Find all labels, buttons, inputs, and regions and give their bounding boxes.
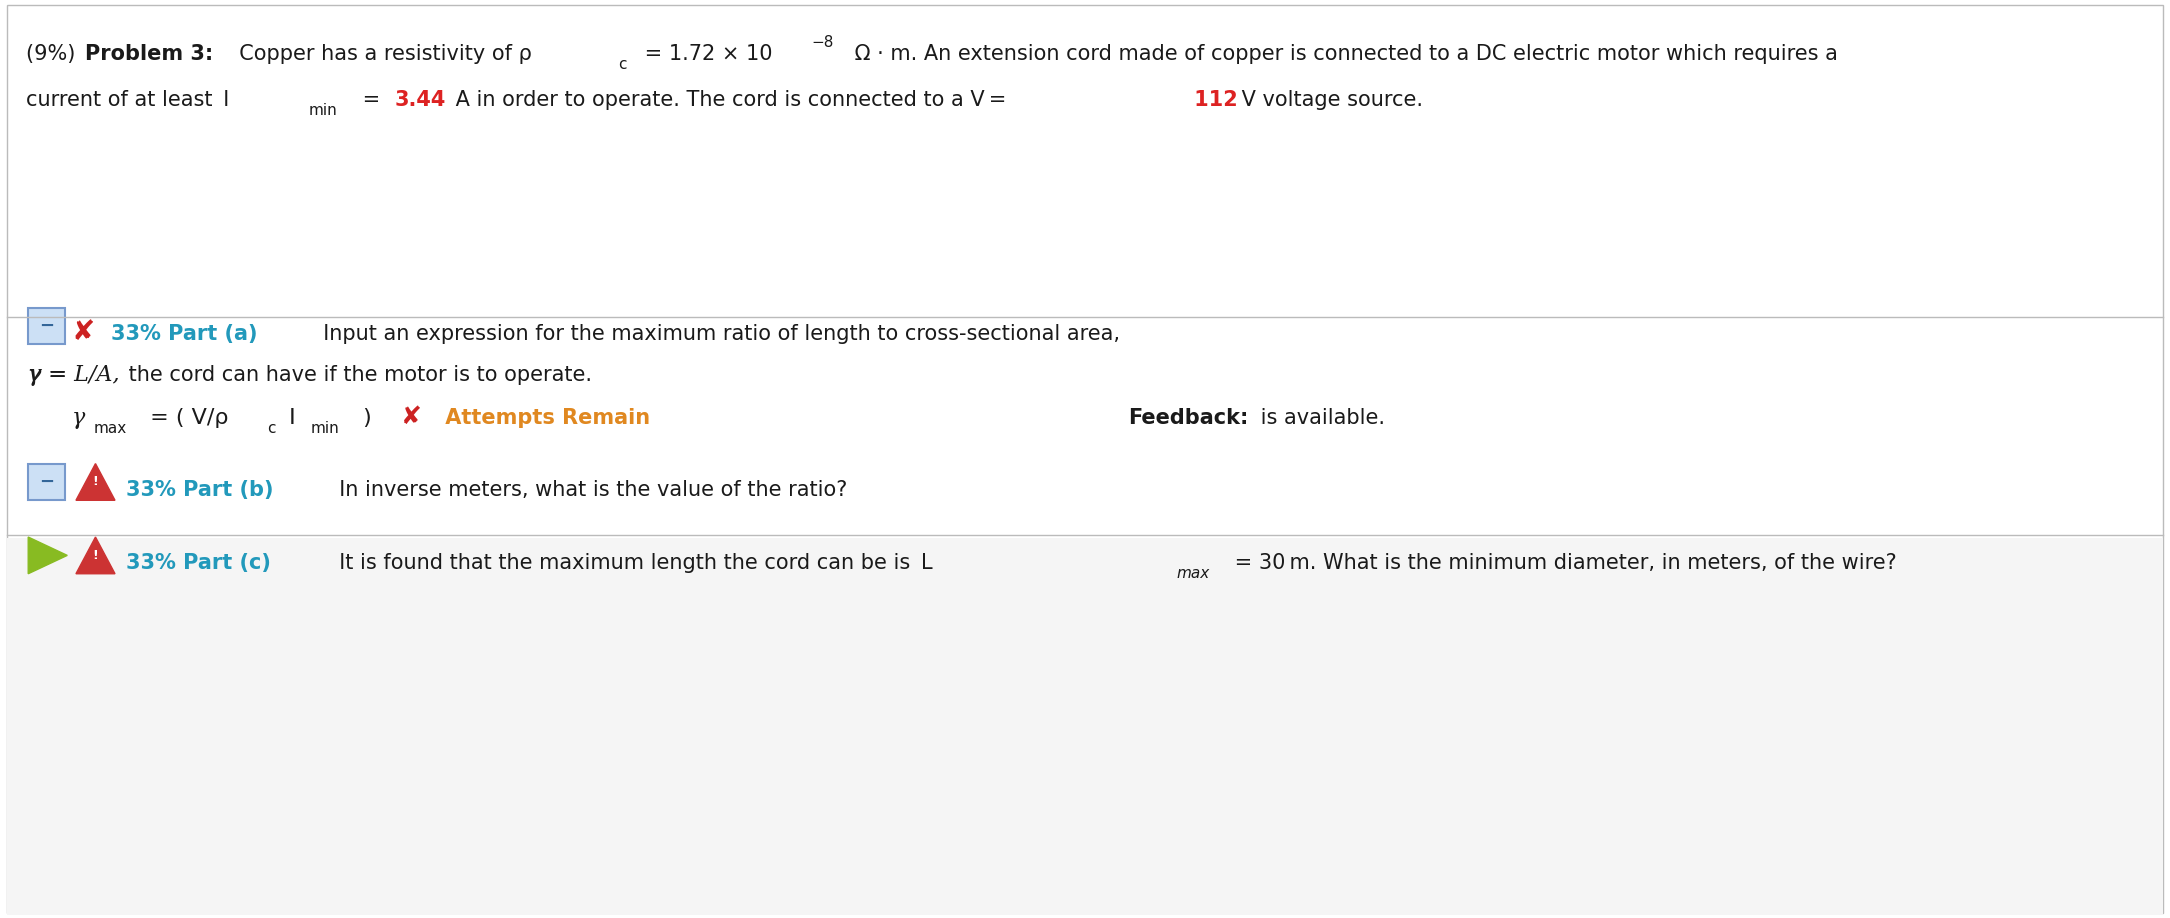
Text: It is found that the maximum length the cord can be is  L: It is found that the maximum length the … [326,554,933,573]
Text: γ =: γ = [28,365,115,385]
Text: A in order to operate. The cord is connected to a V =: A in order to operate. The cord is conne… [449,90,1007,109]
Text: 33% Part (a): 33% Part (a) [111,324,258,343]
FancyBboxPatch shape [7,538,2163,915]
Text: c: c [267,421,276,436]
Text: −: − [39,317,54,335]
Text: min: min [310,421,339,436]
Text: ): ) [356,409,371,428]
Text: Copper has a resistivity of ρ: Copper has a resistivity of ρ [226,44,532,63]
Text: Attempts Remain: Attempts Remain [438,409,651,428]
Text: !: ! [93,549,98,562]
Text: current of at least  I: current of at least I [26,90,230,109]
Text: I: I [282,409,295,428]
Text: 33% Part (b): 33% Part (b) [126,480,273,499]
Text: = 30 m. What is the minimum diameter, in meters, of the wire?: = 30 m. What is the minimum diameter, in… [1228,554,1897,573]
FancyBboxPatch shape [7,5,2163,913]
Polygon shape [28,537,67,574]
Text: γ: γ [72,407,85,429]
Text: Input an expression for the maximum ratio of length to cross-sectional area,: Input an expression for the maximum rati… [310,324,1120,343]
Text: In inverse meters, what is the value of the ratio?: In inverse meters, what is the value of … [326,480,846,499]
Text: (9%): (9%) [26,44,80,63]
FancyBboxPatch shape [28,308,65,344]
Text: −: − [39,473,54,491]
Text: Feedback:: Feedback: [1128,409,1248,428]
Text: γ = L/A,: γ = L/A, [28,364,119,386]
Text: 33% Part (c): 33% Part (c) [126,554,271,573]
Text: max: max [93,421,126,436]
Text: ✘: ✘ [72,318,95,346]
Text: 3.44: 3.44 [395,90,447,109]
Text: =: = [356,90,386,109]
Text: 112: 112 [1187,90,1237,109]
Text: is available.: is available. [1254,409,1384,428]
Polygon shape [76,464,115,500]
Text: Problem 3:: Problem 3: [85,44,213,63]
Text: ✘: ✘ [401,405,423,429]
Text: Ω · m. An extension cord made of copper is connected to a DC electric motor whic: Ω · m. An extension cord made of copper … [848,44,1838,63]
Text: = ( V/ρ: = ( V/ρ [143,409,228,428]
Text: !: ! [93,476,98,488]
Text: −8: −8 [812,35,833,50]
Text: c: c [618,57,627,72]
Text: the cord can have if the motor is to operate.: the cord can have if the motor is to ope… [122,365,592,385]
FancyBboxPatch shape [28,464,65,500]
Text: min: min [308,103,336,118]
Text: V voltage source.: V voltage source. [1235,90,1424,109]
Text: = 1.72 × 10: = 1.72 × 10 [638,44,773,63]
Text: max: max [1176,566,1209,581]
Polygon shape [76,537,115,574]
